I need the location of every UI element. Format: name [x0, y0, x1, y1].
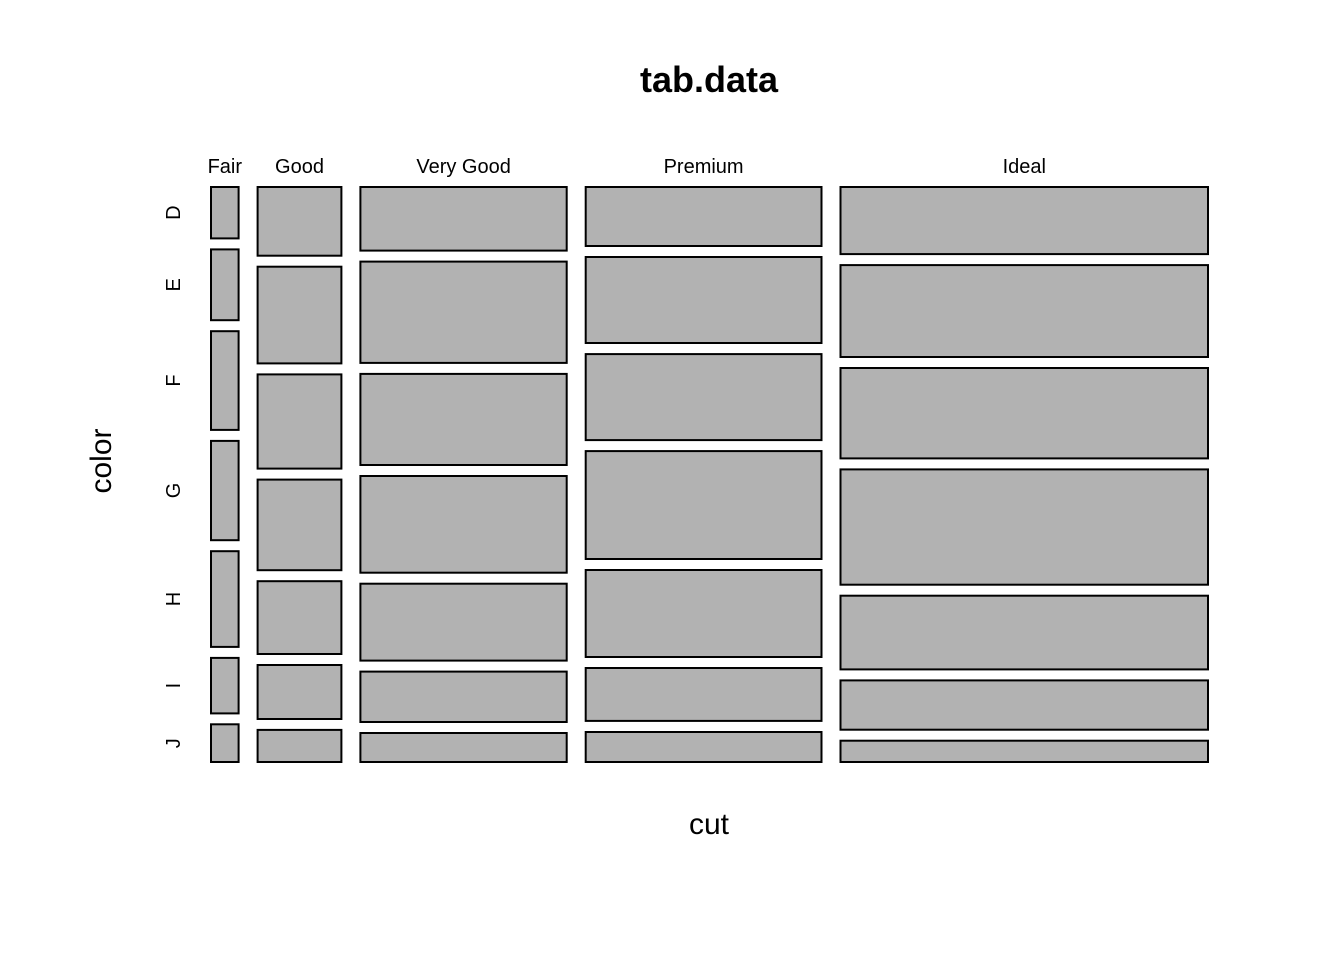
tile-premium-e [584, 256, 823, 344]
tile-very-good-i [359, 670, 568, 723]
y-axis-label: color [85, 428, 118, 493]
cut-label-very-good: Very Good [416, 156, 511, 178]
tile-good-e [256, 265, 343, 365]
tile-good-i [256, 664, 343, 720]
tile-ideal-h [839, 594, 1209, 671]
tile-ideal-e [839, 264, 1209, 359]
tile-good-h [256, 580, 343, 656]
tile-very-good-f [359, 372, 568, 466]
tile-good-g [256, 478, 343, 572]
tile-good-j [256, 728, 343, 764]
tile-premium-d [584, 186, 823, 247]
color-label-j: J [163, 738, 185, 748]
color-label-h: H [163, 592, 185, 606]
mosaic-tiles [210, 186, 1209, 764]
tile-ideal-i [839, 679, 1209, 731]
color-label-d: D [163, 205, 185, 219]
tile-ideal-j [839, 739, 1209, 764]
tile-very-good-g [359, 475, 568, 574]
tile-good-d [256, 186, 343, 257]
tile-ideal-d [839, 186, 1209, 256]
tile-good-f [256, 373, 343, 470]
cut-label-good: Good [275, 156, 324, 178]
tile-premium-h [584, 569, 823, 658]
tile-very-good-e [359, 260, 568, 364]
tile-premium-g [584, 450, 823, 561]
color-label-f: F [163, 374, 185, 386]
tile-ideal-f [839, 367, 1209, 460]
tile-fair-g [210, 439, 240, 542]
color-tick-labels: D E F G H I J [163, 205, 185, 748]
tile-premium-i [584, 667, 823, 722]
cut-label-fair: Fair [208, 156, 243, 178]
color-label-g: G [163, 483, 185, 499]
tile-very-good-h [359, 582, 568, 662]
tile-premium-j [584, 731, 823, 763]
tile-fair-d [210, 186, 240, 240]
tile-fair-i [210, 656, 240, 715]
tile-fair-j [210, 723, 240, 763]
tile-ideal-g [839, 468, 1209, 586]
color-label-i: I [163, 683, 185, 689]
tile-very-good-j [359, 732, 568, 763]
chart-title: tab.data [640, 59, 779, 100]
color-label-e: E [163, 278, 185, 291]
tile-fair-e [210, 248, 240, 322]
cut-label-ideal: Ideal [1003, 156, 1046, 178]
tile-premium-f [584, 353, 823, 442]
x-axis-label: cut [689, 808, 730, 841]
tile-fair-h [210, 550, 240, 648]
cut-label-premium: Premium [664, 156, 744, 178]
cut-tick-labels: Fair Good Very Good Premium Ideal [208, 156, 1046, 178]
tile-fair-f [210, 330, 240, 431]
tile-very-good-d [359, 186, 568, 252]
